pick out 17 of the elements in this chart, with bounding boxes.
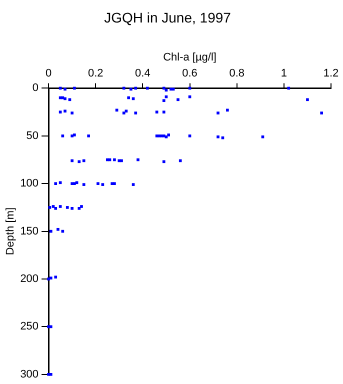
- y-axis-title: Depth [m]: [4, 207, 17, 256]
- x-tick-label: 0.2: [88, 68, 104, 80]
- y-tick-label: 250: [20, 320, 39, 333]
- x-tick-label: 0.6: [182, 68, 198, 80]
- chart-title: JGQH in June, 1997: [104, 9, 232, 26]
- y-tick-label: 0: [32, 82, 39, 94]
- x-tick-label: 1: [280, 68, 287, 80]
- x-tick-label: 1.2: [323, 68, 339, 80]
- y-tick-label: 100: [20, 178, 39, 190]
- y-tick-label: 150: [20, 225, 39, 238]
- x-tick-label: 0.4: [135, 68, 150, 80]
- x-tick-label: 0.8: [229, 68, 244, 80]
- x-axis-title: Chl-a [µg/l]: [163, 51, 216, 64]
- y-tick-label: 300: [20, 368, 39, 380]
- x-tick-label: 0: [45, 68, 52, 80]
- y-tick-label: 50: [26, 130, 39, 142]
- y-tick-label: 200: [20, 273, 39, 286]
